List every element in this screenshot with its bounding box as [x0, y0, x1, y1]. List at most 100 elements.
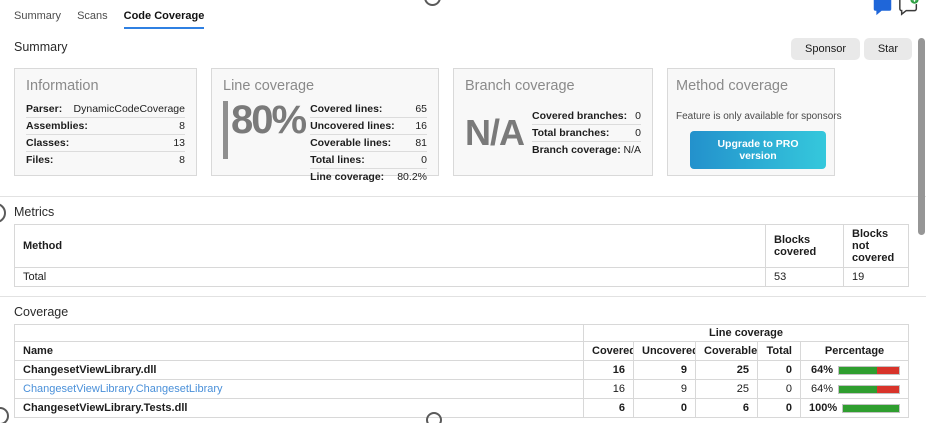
- percentage-value: 64%: [811, 383, 834, 395]
- information-kv-table: Parser: DynamicCodeCoverage Assemblies: …: [26, 101, 185, 168]
- kv-value: 0: [635, 110, 641, 122]
- coverage-row-coverable: 25: [695, 379, 758, 399]
- upgrade-pro-button[interactable]: Upgrade to PRO version: [690, 131, 826, 169]
- kv-value: 16: [415, 120, 427, 132]
- info-row-parser: Parser: DynamicCodeCoverage: [26, 101, 185, 118]
- coverage-header-uncovered: Uncovered: [633, 341, 696, 361]
- coverage-bar: [838, 384, 901, 394]
- chat-filled-icon[interactable]: [872, 0, 893, 17]
- kv-value: 80.2%: [397, 171, 427, 183]
- branch-coverage-big-value: N/A: [465, 112, 525, 153]
- coverage-header-row: Name Covered Uncovered Coverable Total P…: [14, 341, 910, 361]
- kv-value: 8: [179, 154, 185, 166]
- coverage-header-covered: Covered: [583, 341, 634, 361]
- line-row-uncovered: Uncovered lines: 16: [310, 118, 427, 135]
- kv-value: 81: [415, 137, 427, 149]
- kv-label: Total lines:: [310, 154, 365, 166]
- coverage-row-name: ChangesetViewLibrary.dll: [14, 360, 584, 380]
- coverage-row-covered: 16: [583, 360, 634, 380]
- kv-label: Parser:: [26, 103, 63, 115]
- metrics-total-label: Total: [14, 267, 766, 287]
- branch-row-covered: Covered branches: 0: [532, 108, 641, 125]
- coverage-header-total: Total: [757, 341, 801, 361]
- coverage-row-class: ChangesetViewLibrary.ChangesetLibrary 16…: [14, 379, 910, 399]
- tab-summary[interactable]: Summary: [14, 10, 62, 22]
- kv-label: Assemblies:: [26, 120, 88, 132]
- tab-code-coverage[interactable]: Code Coverage: [123, 10, 205, 29]
- info-row-classes: Classes: 13: [26, 135, 185, 152]
- summary-cards: Information Parser: DynamicCodeCoverage …: [14, 68, 842, 183]
- chat-add-icon[interactable]: [898, 0, 920, 17]
- coverage-row-uncovered: 0: [633, 398, 696, 418]
- metrics-total-blocks-not-covered: 19: [843, 267, 909, 287]
- sponsor-button[interactable]: Sponsor: [791, 38, 860, 60]
- coverage-row-assembly: ChangesetViewLibrary.dll 16 9 25 0 64%: [14, 360, 910, 380]
- line-row-covered: Covered lines: 65: [310, 101, 427, 118]
- vertical-scrollbar-thumb[interactable]: [918, 38, 925, 235]
- percentage-value: 64%: [811, 364, 834, 376]
- divider: [0, 196, 926, 197]
- kv-value: 0: [635, 127, 641, 139]
- coverage-row-percentage-cell: 100%: [799, 398, 910, 418]
- coverage-group-header-row: Line coverage: [14, 324, 910, 342]
- clipped-circle-icon: [0, 203, 6, 223]
- kv-value: 0: [421, 154, 427, 166]
- coverage-section-title: Coverage: [14, 305, 69, 319]
- metrics-header-blocks-not-covered: Blocks not covered: [843, 224, 909, 268]
- line-row-coverable: Coverable lines: 81: [310, 135, 427, 152]
- coverage-row-coverable: 6: [695, 398, 758, 418]
- coverage-row-name: ChangesetViewLibrary.Tests.dll: [14, 398, 584, 418]
- kv-value: 8: [179, 120, 185, 132]
- coverage-bar-fill: [839, 366, 878, 374]
- kv-label: Total branches:: [532, 127, 610, 139]
- info-row-files: Files: 8: [26, 152, 185, 168]
- tab-scans[interactable]: Scans: [77, 10, 108, 22]
- coverage-row-coverable: 25: [695, 360, 758, 380]
- metrics-total-blocks-covered: 53: [765, 267, 844, 287]
- coverage-row-covered: 6: [583, 398, 634, 418]
- percentage-value: 100%: [809, 402, 838, 414]
- kv-value: 65: [415, 103, 427, 115]
- coverage-row-uncovered: 9: [633, 360, 696, 380]
- branch-coverage-card-title: Branch coverage: [465, 78, 575, 94]
- coverage-row-name-link[interactable]: ChangesetViewLibrary.ChangesetLibrary: [14, 379, 584, 399]
- coverage-header-percentage: Percentage: [799, 341, 910, 361]
- kv-label: Covered lines:: [310, 103, 383, 115]
- clipped-circle-icon: [424, 0, 441, 6]
- clipped-circle-icon: [426, 412, 442, 423]
- coverage-row-total: 0: [757, 360, 801, 380]
- coverage-header-name: Name: [14, 341, 584, 361]
- metrics-header-method: Method: [14, 224, 766, 268]
- kv-label: Covered branches:: [532, 110, 628, 122]
- coverage-row-percentage-cell: 64%: [799, 379, 910, 399]
- metrics-header-row: Method Blocks covered Blocks not covered: [14, 224, 909, 268]
- tab-bar: Summary Scans Code Coverage: [14, 10, 205, 29]
- method-coverage-card-title: Method coverage: [676, 78, 789, 94]
- coverage-row-total: 0: [757, 379, 801, 399]
- line-row-percentage: Line coverage: 80.2%: [310, 169, 427, 185]
- line-coverage-content: 80% Covered lines: 65 Uncovered lines: 1…: [223, 98, 427, 185]
- metrics-header-blocks-covered: Blocks covered: [765, 224, 844, 268]
- line-row-total: Total lines: 0: [310, 152, 427, 169]
- star-button[interactable]: Star: [863, 38, 912, 60]
- coverage-row-percentage-cell: 64%: [799, 360, 910, 380]
- info-row-assemblies: Assemblies: 8: [26, 118, 185, 135]
- coverage-row-assembly: ChangesetViewLibrary.Tests.dll 6 0 6 0 1…: [14, 398, 910, 418]
- line-coverage-card: Line coverage 80% Covered lines: 65 Unco…: [211, 68, 439, 183]
- metrics-total-row: Total 53 19: [14, 267, 909, 287]
- coverage-row-total: 0: [757, 398, 801, 418]
- clipped-circle-icon: [0, 407, 9, 423]
- branch-coverage-card: Branch coverage N/A Covered branches: 0 …: [453, 68, 653, 176]
- branch-coverage-content: N/A Covered branches: 0 Total branches: …: [465, 108, 641, 158]
- kv-label: Coverable lines:: [310, 137, 392, 149]
- line-coverage-big-value: 80%: [231, 98, 307, 142]
- information-card-title: Information: [26, 78, 99, 94]
- line-coverage-card-title: Line coverage: [223, 78, 315, 94]
- kv-label: Files:: [26, 154, 54, 166]
- coverage-bar-indicator: [223, 101, 228, 159]
- method-coverage-card: Method coverage Feature is only availabl…: [667, 68, 842, 176]
- sponsor-only-message: Feature is only available for sponsors: [676, 111, 842, 122]
- branch-coverage-kv-table: Covered branches: 0 Total branches: 0 Br…: [532, 108, 641, 158]
- top-icon-group: [872, 0, 920, 17]
